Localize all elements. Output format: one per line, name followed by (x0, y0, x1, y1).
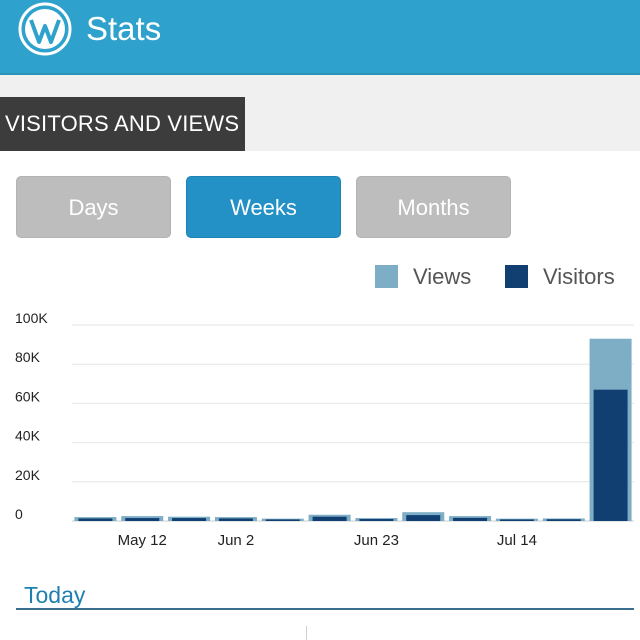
wordpress-logo-icon[interactable] (18, 2, 72, 56)
app-title: Stats (86, 10, 162, 47)
visitors-bar[interactable] (78, 518, 113, 521)
visitors-bar[interactable] (499, 519, 534, 521)
today-divider-line (16, 608, 634, 610)
visitors-bar[interactable] (406, 515, 441, 521)
today-column-divider (306, 626, 307, 640)
legend-views-label: Views (413, 264, 472, 289)
visitors-bar[interactable] (125, 518, 160, 521)
visitors-bar[interactable] (593, 389, 628, 521)
tab-weeks[interactable]: Weeks (186, 176, 341, 238)
x-tick-label: Jun 23 (354, 532, 399, 549)
y-tick-label: 0 (15, 506, 23, 522)
legend-views-swatch (375, 265, 398, 288)
legend-visitors-label: Visitors (543, 264, 615, 289)
app-bar: Stats (0, 0, 640, 75)
visitors-bar[interactable] (453, 517, 488, 521)
y-tick-label: 40K (15, 428, 41, 444)
tab-months[interactable]: Months (356, 176, 511, 238)
visitors-bar[interactable] (172, 518, 207, 521)
visitors-bar[interactable] (359, 519, 394, 521)
x-tick-label: May 12 (118, 532, 167, 549)
legend-visitors-swatch (505, 265, 528, 288)
visitors-bar[interactable] (546, 519, 581, 521)
section-label: VISITORS AND VIEWS (0, 97, 245, 151)
x-tick-label: Jun 2 (218, 532, 255, 549)
y-tick-label: 20K (15, 467, 41, 483)
y-tick-label: 80K (15, 349, 41, 365)
y-tick-label: 60K (15, 388, 41, 404)
visitors-bar[interactable] (312, 516, 347, 521)
x-tick-label: Jul 14 (497, 532, 537, 549)
visitors-bar[interactable] (218, 518, 253, 521)
tab-days[interactable]: Days (16, 176, 171, 238)
today-title: Today (24, 582, 86, 608)
y-tick-label: 100K (15, 310, 48, 326)
visitors-bar[interactable] (265, 519, 300, 521)
visitors-views-chart: 0 20K 40K 60K 80K 100K May 12 Jun 2 Jun 23 Jul 14 (15, 310, 634, 549)
